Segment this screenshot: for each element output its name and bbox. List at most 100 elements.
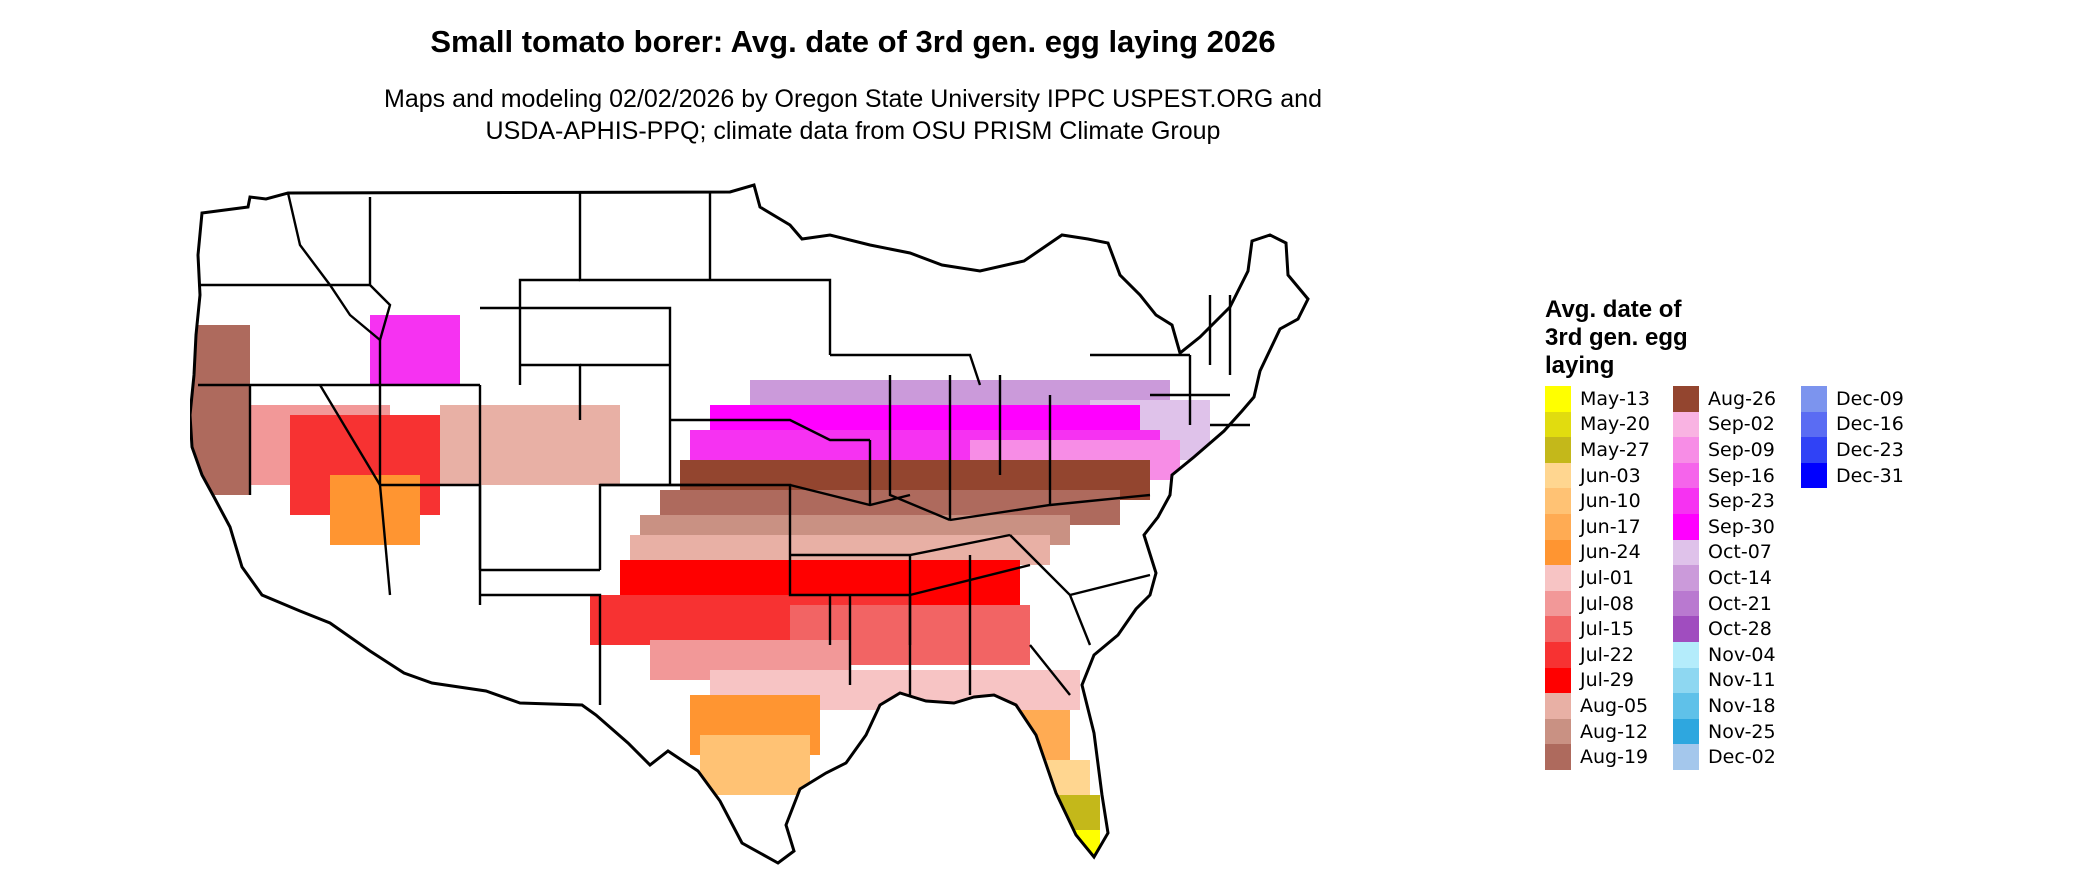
legend-swatch [1673,667,1699,694]
phenology-raster [190,315,1210,863]
legend-swatch [1801,386,1827,412]
legend-label: Jun-24 [1580,541,1641,564]
legend-item: Oct-14 [1673,565,1776,591]
legend-title: Avg. date of 3rd gen. egg laying [1545,296,1735,380]
zone-may-27 [1040,795,1100,835]
legend-column-3: Dec-09 Dec-16 Dec-23 Dec-31 [1801,386,1904,489]
legend-label: Aug-26 [1708,387,1777,410]
legend-item: Oct-21 [1673,590,1776,617]
legend-item: Oct-07 [1673,539,1776,566]
legend-swatch [1673,411,1699,438]
legend-swatch [1545,488,1571,514]
legend-title-line: laying [1545,352,1615,379]
legend-label: Sep-02 [1708,413,1775,436]
legend-item: Jul-08 [1545,590,1650,617]
legend-item: Jul-29 [1545,667,1650,694]
legend-item: Dec-02 [1673,744,1776,770]
zone-west-jun-24 [330,475,420,545]
legend-item: Sep-23 [1673,488,1776,514]
legend-swatch [1545,565,1571,591]
legend-item: Jun-17 [1545,513,1650,540]
legend-column-2: Aug-26 Sep-02 Sep-09 Sep-16 Sep-23 Sep-30 Oct-… [1673,386,1776,770]
legend-swatch [1673,462,1699,489]
legend-swatch [1673,513,1699,540]
legend-swatch [1673,565,1699,591]
state-boundaries [190,183,1310,865]
legend-item: Aug-19 [1545,744,1650,770]
legend-title-line: Avg. date of [1545,296,1682,323]
legend-title-line: 3rd gen. egg [1545,324,1688,351]
legend-swatch [1545,590,1571,617]
legend-swatch [1673,693,1699,719]
legend-label: Aug-19 [1580,746,1649,769]
legend-label: Jun-17 [1580,515,1641,538]
legend-item: Jun-10 [1545,488,1650,514]
legend-label: Dec-16 [1836,413,1904,436]
legend-swatch [1673,539,1699,566]
subtitle-line-1: Maps and modeling 02/02/2026 by Oregon S… [384,85,1322,113]
legend-item: Aug-26 [1673,386,1776,412]
legend-label: Nov-04 [1708,643,1776,666]
legend-swatch [1673,641,1699,668]
legend-item: Dec-31 [1801,462,1904,489]
legend-label: May-20 [1580,413,1650,436]
legend-swatch [1673,616,1699,642]
legend-item: Aug-05 [1545,693,1650,719]
legend-label: Sep-09 [1708,438,1775,461]
legend-item: Aug-12 [1545,718,1650,745]
zone-west-aug-05 [440,405,620,485]
legend-label: Jul-29 [1580,669,1634,692]
legend-item: Dec-09 [1801,386,1904,412]
legend-label: Jul-01 [1580,566,1634,589]
legend-swatch [1545,437,1571,463]
map-subtitle: Maps and modeling 02/02/2026 by Oregon S… [0,83,1706,147]
legend-label: Jul-22 [1580,643,1634,666]
legend-item: Dec-16 [1801,411,1904,438]
legend-swatch [1673,386,1699,412]
legend-label: Oct-14 [1708,566,1772,589]
legend-swatch [1545,616,1571,642]
legend-label: May-13 [1580,387,1650,410]
legend-item: Nov-18 [1673,693,1776,719]
legend-swatch [1545,693,1571,719]
legend-label: Sep-30 [1708,515,1775,538]
legend-swatch [1545,386,1571,412]
legend-item: Jul-01 [1545,565,1650,591]
legend-item: Oct-28 [1673,616,1776,642]
legend-label: Dec-09 [1836,387,1904,410]
legend-item: Jul-22 [1545,641,1650,668]
legend-swatch [1673,718,1699,745]
legend-label: Nov-11 [1708,669,1776,692]
legend-swatch [1545,513,1571,540]
legend-label: Nov-18 [1708,694,1776,717]
legend-label: Aug-12 [1580,720,1649,743]
legend-item: Jun-03 [1545,462,1650,489]
legend-swatch [1545,539,1571,566]
legend-label: Dec-31 [1836,464,1904,487]
legend-item: May-20 [1545,411,1650,438]
legend-swatch [1673,744,1699,770]
legend-label: Sep-23 [1708,490,1775,513]
legend-item: Nov-25 [1673,718,1776,745]
legend-label: Aug-05 [1580,694,1649,717]
map-title: Small tomato borer: Avg. date of 3rd gen… [430,24,1276,59]
subtitle-line-2: USDA-APHIS-PPQ; climate data from OSU PR… [485,117,1221,145]
legend-swatch [1673,437,1699,463]
legend-swatch [1545,667,1571,694]
zone-jun-10 [700,735,810,795]
legend-label: Dec-02 [1708,746,1776,769]
legend-item: Sep-02 [1673,411,1776,438]
legend-swatch [1545,462,1571,489]
legend-item: Sep-09 [1673,437,1776,463]
legend-label: Jul-15 [1580,618,1634,641]
legend-swatch [1545,641,1571,668]
legend-label: Oct-28 [1708,618,1772,641]
legend-label: May-27 [1580,438,1650,461]
us-map [190,183,1310,865]
legend-item: Sep-30 [1673,513,1776,540]
legend-item: Jun-24 [1545,539,1650,566]
legend-label: Jun-03 [1580,464,1641,487]
legend-swatch [1801,462,1827,489]
legend-swatch [1801,411,1827,438]
legend-item: Dec-23 [1801,437,1904,463]
